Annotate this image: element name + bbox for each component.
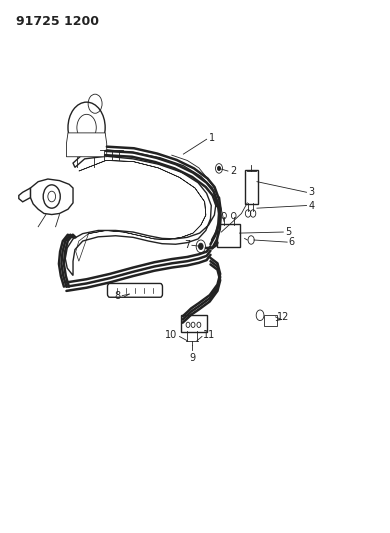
Text: 9: 9	[189, 353, 195, 363]
Text: 1: 1	[209, 133, 214, 143]
FancyBboxPatch shape	[108, 284, 163, 297]
Text: 11: 11	[203, 330, 215, 341]
Circle shape	[199, 243, 203, 249]
Circle shape	[218, 166, 221, 171]
Text: 5: 5	[285, 227, 291, 237]
Text: 7: 7	[184, 240, 190, 251]
Text: 8: 8	[114, 290, 120, 301]
Polygon shape	[19, 188, 30, 202]
FancyBboxPatch shape	[181, 316, 207, 332]
Text: 91725 1200: 91725 1200	[16, 14, 99, 28]
FancyBboxPatch shape	[264, 315, 277, 326]
Text: 10: 10	[165, 330, 177, 341]
FancyBboxPatch shape	[245, 170, 258, 204]
Text: 12: 12	[277, 312, 289, 322]
Polygon shape	[30, 179, 73, 215]
Text: 4: 4	[308, 200, 314, 211]
FancyBboxPatch shape	[218, 224, 240, 247]
Polygon shape	[65, 150, 216, 276]
Text: 6: 6	[289, 237, 295, 247]
Text: 3: 3	[308, 187, 314, 197]
Text: 2: 2	[230, 166, 236, 176]
Polygon shape	[66, 133, 107, 157]
